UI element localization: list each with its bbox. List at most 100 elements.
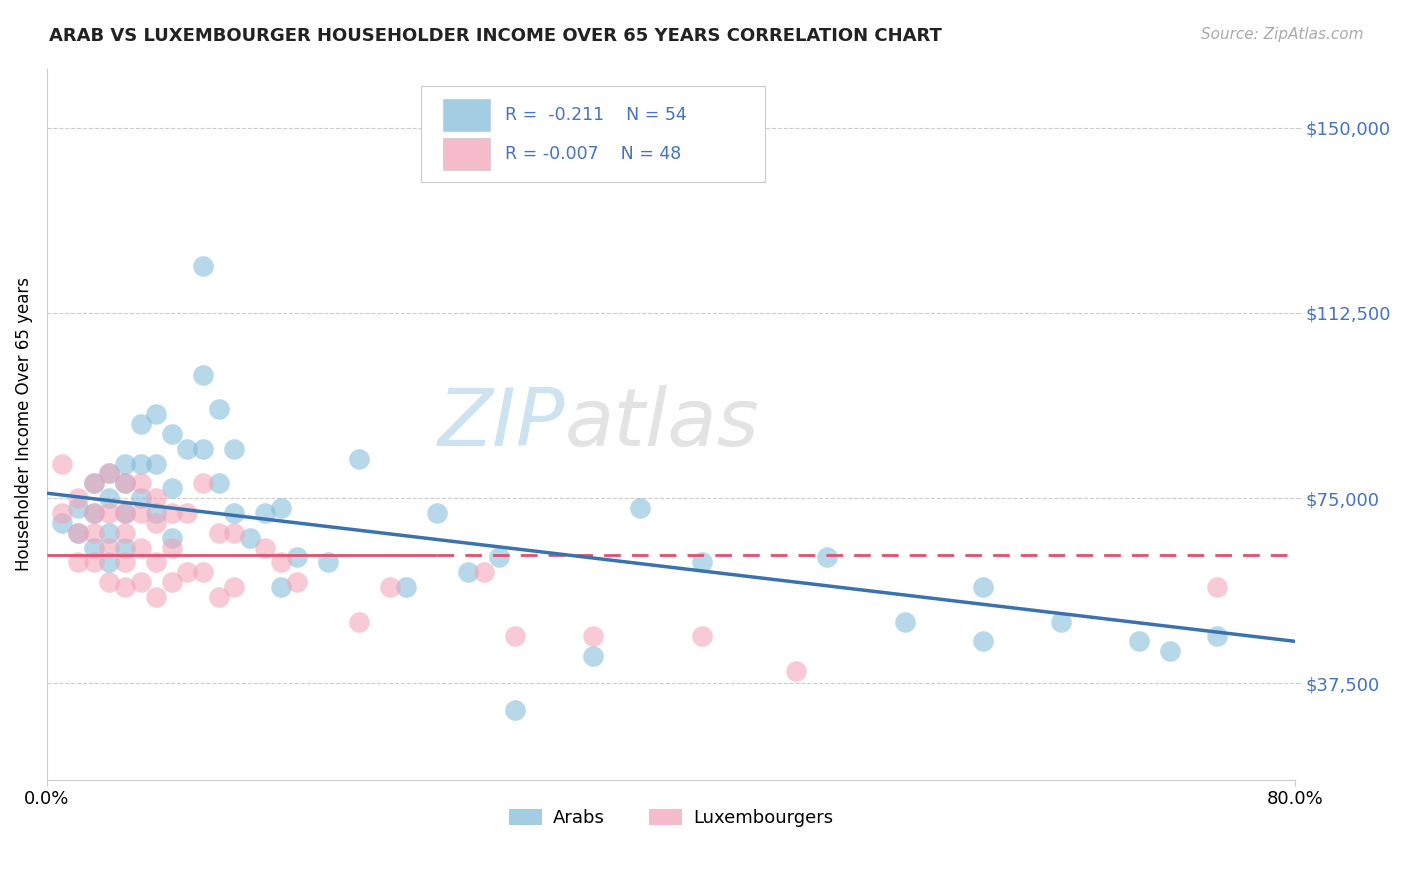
Point <box>191 565 214 579</box>
Point <box>628 501 651 516</box>
Point <box>207 476 229 491</box>
Point <box>224 506 246 520</box>
Point <box>378 580 401 594</box>
Point <box>98 575 121 590</box>
Point <box>114 506 136 520</box>
Point <box>207 590 229 604</box>
Point <box>129 506 152 520</box>
Point <box>145 506 167 520</box>
Point <box>129 457 152 471</box>
Point <box>67 525 90 540</box>
Point <box>176 506 198 520</box>
Point <box>191 476 214 491</box>
Point <box>972 634 994 648</box>
Point <box>347 615 370 629</box>
Point <box>472 565 495 579</box>
Point <box>129 541 152 555</box>
Point <box>114 506 136 520</box>
Point <box>457 565 479 579</box>
Point <box>690 555 713 569</box>
Point <box>270 580 292 594</box>
Point <box>176 442 198 456</box>
Point <box>254 541 277 555</box>
Point <box>160 531 183 545</box>
Point <box>98 541 121 555</box>
Point <box>98 506 121 520</box>
Point <box>145 516 167 530</box>
Point <box>191 442 214 456</box>
Text: atlas: atlas <box>565 385 759 463</box>
Text: R =  -0.211    N = 54: R = -0.211 N = 54 <box>505 106 686 124</box>
Point <box>224 442 246 456</box>
Point <box>207 525 229 540</box>
Text: R = -0.007    N = 48: R = -0.007 N = 48 <box>505 145 682 163</box>
Point <box>395 580 418 594</box>
Point <box>114 525 136 540</box>
Point <box>270 501 292 516</box>
Point <box>690 629 713 643</box>
Point <box>1050 615 1073 629</box>
Point <box>83 541 105 555</box>
Point <box>160 481 183 495</box>
Point <box>503 704 526 718</box>
Y-axis label: Householder Income Over 65 years: Householder Income Over 65 years <box>15 277 32 571</box>
Point <box>129 575 152 590</box>
Text: ARAB VS LUXEMBOURGER HOUSEHOLDER INCOME OVER 65 YEARS CORRELATION CHART: ARAB VS LUXEMBOURGER HOUSEHOLDER INCOME … <box>49 27 942 45</box>
Point <box>207 402 229 417</box>
Point <box>114 541 136 555</box>
Point <box>83 476 105 491</box>
Point <box>270 555 292 569</box>
Point <box>98 491 121 505</box>
Point <box>254 506 277 520</box>
Text: ZIP: ZIP <box>437 385 565 463</box>
Point <box>129 476 152 491</box>
Point <box>160 426 183 441</box>
Point <box>114 580 136 594</box>
Point <box>83 506 105 520</box>
Point <box>316 555 339 569</box>
Point <box>98 555 121 569</box>
Point <box>785 664 807 678</box>
Point <box>176 565 198 579</box>
Point <box>145 555 167 569</box>
Point <box>285 550 308 565</box>
Point <box>224 525 246 540</box>
Point <box>114 476 136 491</box>
Point <box>191 259 214 273</box>
Point <box>83 525 105 540</box>
Point <box>98 525 121 540</box>
Point <box>191 368 214 382</box>
Point <box>285 575 308 590</box>
Point <box>145 491 167 505</box>
Point <box>129 491 152 505</box>
Point <box>894 615 917 629</box>
Point <box>83 555 105 569</box>
FancyBboxPatch shape <box>422 87 765 182</box>
Point <box>67 525 90 540</box>
Point <box>224 580 246 594</box>
Point <box>1128 634 1150 648</box>
Point <box>145 407 167 421</box>
Point <box>815 550 838 565</box>
Point <box>426 506 449 520</box>
Point <box>145 590 167 604</box>
Point <box>98 467 121 481</box>
Point <box>129 417 152 431</box>
Point <box>114 476 136 491</box>
Point <box>1206 629 1229 643</box>
Point <box>488 550 510 565</box>
Point <box>51 457 73 471</box>
Point <box>1159 644 1181 658</box>
Point <box>67 555 90 569</box>
Legend: Arabs, Luxembourgers: Arabs, Luxembourgers <box>502 802 841 835</box>
Point <box>83 506 105 520</box>
Point <box>51 506 73 520</box>
Point <box>114 555 136 569</box>
Point <box>347 451 370 466</box>
Text: Source: ZipAtlas.com: Source: ZipAtlas.com <box>1201 27 1364 42</box>
Point <box>160 506 183 520</box>
Point <box>67 501 90 516</box>
Point <box>114 457 136 471</box>
Point <box>239 531 262 545</box>
Point <box>145 457 167 471</box>
